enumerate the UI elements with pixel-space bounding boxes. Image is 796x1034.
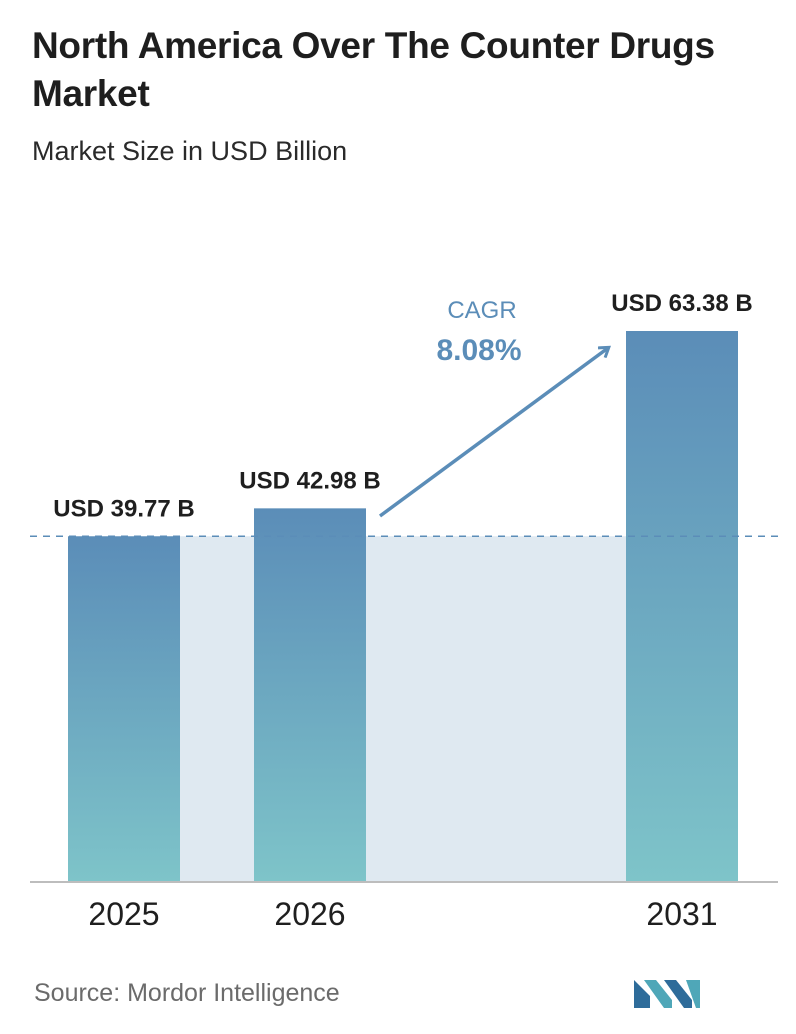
chart-subtitle: Market Size in USD Billion (32, 136, 348, 166)
reference-band (180, 536, 626, 882)
chart-title: North America Over The Counter Drugs Mar… (32, 25, 715, 114)
data-label-2026: USD 42.98 B (239, 467, 380, 494)
bar-2025 (68, 536, 180, 882)
x-tick-label-2025: 2025 (88, 896, 159, 932)
bar-2026 (254, 508, 366, 882)
mordor-intelligence-logo-icon (634, 980, 700, 1008)
x-tick-label-2026: 2026 (274, 896, 345, 932)
source-note: Source: Mordor Intelligence (34, 979, 340, 1007)
cagr-value: 8.08% (436, 334, 521, 367)
cagr-arrow (378, 348, 608, 518)
cagr-label: CAGR (447, 297, 516, 324)
bar-2031 (626, 331, 738, 882)
x-tick-label-2031: 2031 (646, 896, 717, 932)
data-label-2031: USD 63.38 B (611, 290, 752, 317)
data-label-2025: USD 39.77 B (53, 495, 194, 522)
